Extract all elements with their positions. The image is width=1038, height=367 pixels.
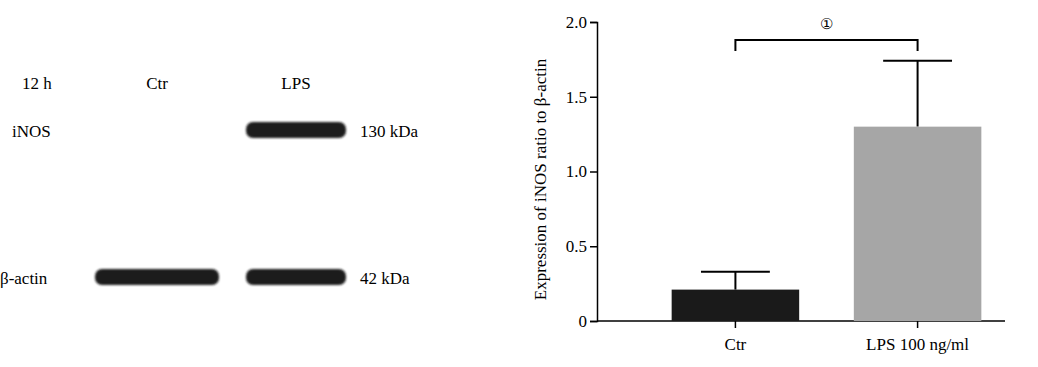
y-tick: 0.5 [566,237,597,256]
bar [672,290,800,321]
significance-bracket [735,40,917,51]
x-tick: LPS 100 ng/ml [866,321,969,354]
significance-label: ① [820,16,833,32]
y-tick: 1.5 [566,88,597,107]
bar [854,127,982,321]
blot-band [246,269,346,285]
x-tick: Ctr [725,321,747,354]
plot-marks [672,61,982,321]
tick-mark [917,321,919,328]
error-bar-cap [701,271,770,273]
tick-label: 0 [579,312,588,331]
tick-label: LPS 100 ng/ml [866,335,969,354]
lane-label: LPS [281,74,310,93]
protein-label: iNOS [12,122,51,141]
y-tick: 0 [579,312,598,331]
tick-label: 0.5 [566,237,587,256]
y-tick: 2.0 [566,13,597,32]
error-bar-cap [883,60,952,62]
blot-band [246,122,346,138]
tick-mark [590,97,597,99]
tick-label: 1.5 [566,88,587,107]
blot-band [95,269,219,285]
x-axis: Ctr LPS 100 ng/ml [597,321,1005,354]
error-bar [701,272,770,290]
tick-mark [735,321,737,328]
error-bar-stem [917,61,919,127]
protein-label: β-actin [0,269,48,288]
y-axis-title: Expression of iNOS ratio to β-actin [531,58,550,300]
y-tick: 1.0 [566,162,597,181]
error-bar-stem [734,272,736,290]
molecular-weight: 130 kDa [360,122,419,141]
tick-label: 2.0 [566,13,587,32]
western-blot: 12 h Ctr LPS iNOS 130 kDa β-actin 42 kDa [0,74,419,288]
bar-chart: 0 0.5 1.0 1.5 2.0 Ctr LPS 100 ng/ml ① Expression… [531,13,1005,354]
molecular-weight: 42 kDa [360,269,410,288]
tick-label: 1.0 [566,162,587,181]
lane-label: Ctr [146,74,168,93]
tick-mark [590,321,597,323]
axis-line [590,23,598,322]
tick-mark [590,246,597,248]
y-axis: 0 0.5 1.0 1.5 2.0 [566,13,598,331]
tick-mark [590,22,597,24]
error-bar [883,61,952,127]
tick-mark [590,171,597,173]
tick-label: Ctr [725,335,747,354]
blot-time: 12 h [22,74,52,93]
